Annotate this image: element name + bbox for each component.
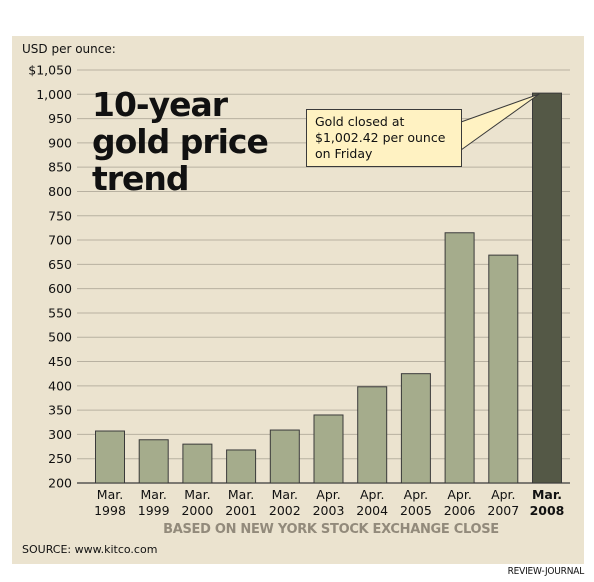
bar xyxy=(313,414,344,484)
x-axis-caption: BASED ON NEW YORK STOCK EXCHANGE CLOSE xyxy=(163,522,499,537)
callout-note: Gold closed at $1,002.42 per ounce on Fr… xyxy=(306,109,462,167)
chart-title: 10-year gold price trend xyxy=(92,85,269,198)
y-tick-label: 800 xyxy=(48,184,72,199)
x-tick-label: 2002 xyxy=(269,503,301,518)
x-tick-label: 2000 xyxy=(181,503,213,518)
callout-pointer xyxy=(460,93,540,151)
y-tick-label: 550 xyxy=(48,305,72,320)
x-tick-label: Mar. xyxy=(97,487,123,502)
title-line: trend xyxy=(92,159,190,198)
y-tick-label: 450 xyxy=(48,354,72,369)
y-tick-label: 200 xyxy=(48,476,72,491)
x-tick-label: 2007 xyxy=(487,503,519,518)
x-tick-label: 2004 xyxy=(356,503,388,518)
bar xyxy=(269,429,300,484)
y-tick-label: 700 xyxy=(48,233,72,248)
x-tick-label: 2008 xyxy=(530,503,565,518)
callout-line: on Friday xyxy=(315,146,373,161)
x-tick-label: 1998 xyxy=(94,503,126,518)
y-tick-label: 1,000 xyxy=(36,87,72,102)
x-tick-label: Apr. xyxy=(360,487,384,502)
y-tick-label: 900 xyxy=(48,135,72,150)
y-tick-label: 400 xyxy=(48,378,72,393)
bar xyxy=(444,232,475,484)
x-tick-label: Apr. xyxy=(491,487,515,502)
callout-line: Gold closed at xyxy=(315,114,405,129)
bar xyxy=(226,449,257,484)
x-tick-label: 1999 xyxy=(138,503,170,518)
bar xyxy=(357,386,388,484)
bar xyxy=(95,430,125,484)
y-tick-label: 850 xyxy=(48,160,72,175)
x-tick-label: Apr. xyxy=(447,487,471,502)
y-tick-label: 750 xyxy=(48,208,72,223)
bar xyxy=(532,92,562,484)
y-tick-label: $1,050 xyxy=(28,63,72,78)
bar xyxy=(182,443,213,484)
source-credit: SOURCE: www.kitco.com xyxy=(22,543,158,556)
bar xyxy=(488,254,519,484)
y-tick-label: 300 xyxy=(48,427,72,442)
x-tick-label: Apr. xyxy=(404,487,428,502)
title-line: 10-year xyxy=(92,85,228,124)
y-tick-label: 600 xyxy=(48,281,72,296)
publisher-credit: REVIEW-JOURNAL xyxy=(507,566,585,577)
y-tick-label: 500 xyxy=(48,330,72,345)
x-tick-label: 2006 xyxy=(444,503,476,518)
y-tick-label: 350 xyxy=(48,403,72,418)
x-tick-label: Mar. xyxy=(184,487,210,502)
y-tick-label: 250 xyxy=(48,451,72,466)
x-tick-label: Mar. xyxy=(272,487,298,502)
y-tick-label: 950 xyxy=(48,111,72,126)
x-tick-label: 2005 xyxy=(400,503,432,518)
x-tick-label: Mar. xyxy=(228,487,254,502)
bar xyxy=(138,439,169,484)
title-line: gold price xyxy=(92,122,269,161)
x-tick-label: Mar. xyxy=(532,487,562,502)
x-tick-label: 2001 xyxy=(225,503,257,518)
x-tick-label: Apr. xyxy=(316,487,340,502)
callout-line: $1,002.42 per ounce xyxy=(315,130,446,145)
x-tick-label: Mar. xyxy=(140,487,166,502)
bar xyxy=(400,373,431,484)
y-tick-label: 650 xyxy=(48,257,72,272)
x-tick-label: 2003 xyxy=(313,503,345,518)
y-axis-unit-label: USD per ounce: xyxy=(22,42,116,56)
